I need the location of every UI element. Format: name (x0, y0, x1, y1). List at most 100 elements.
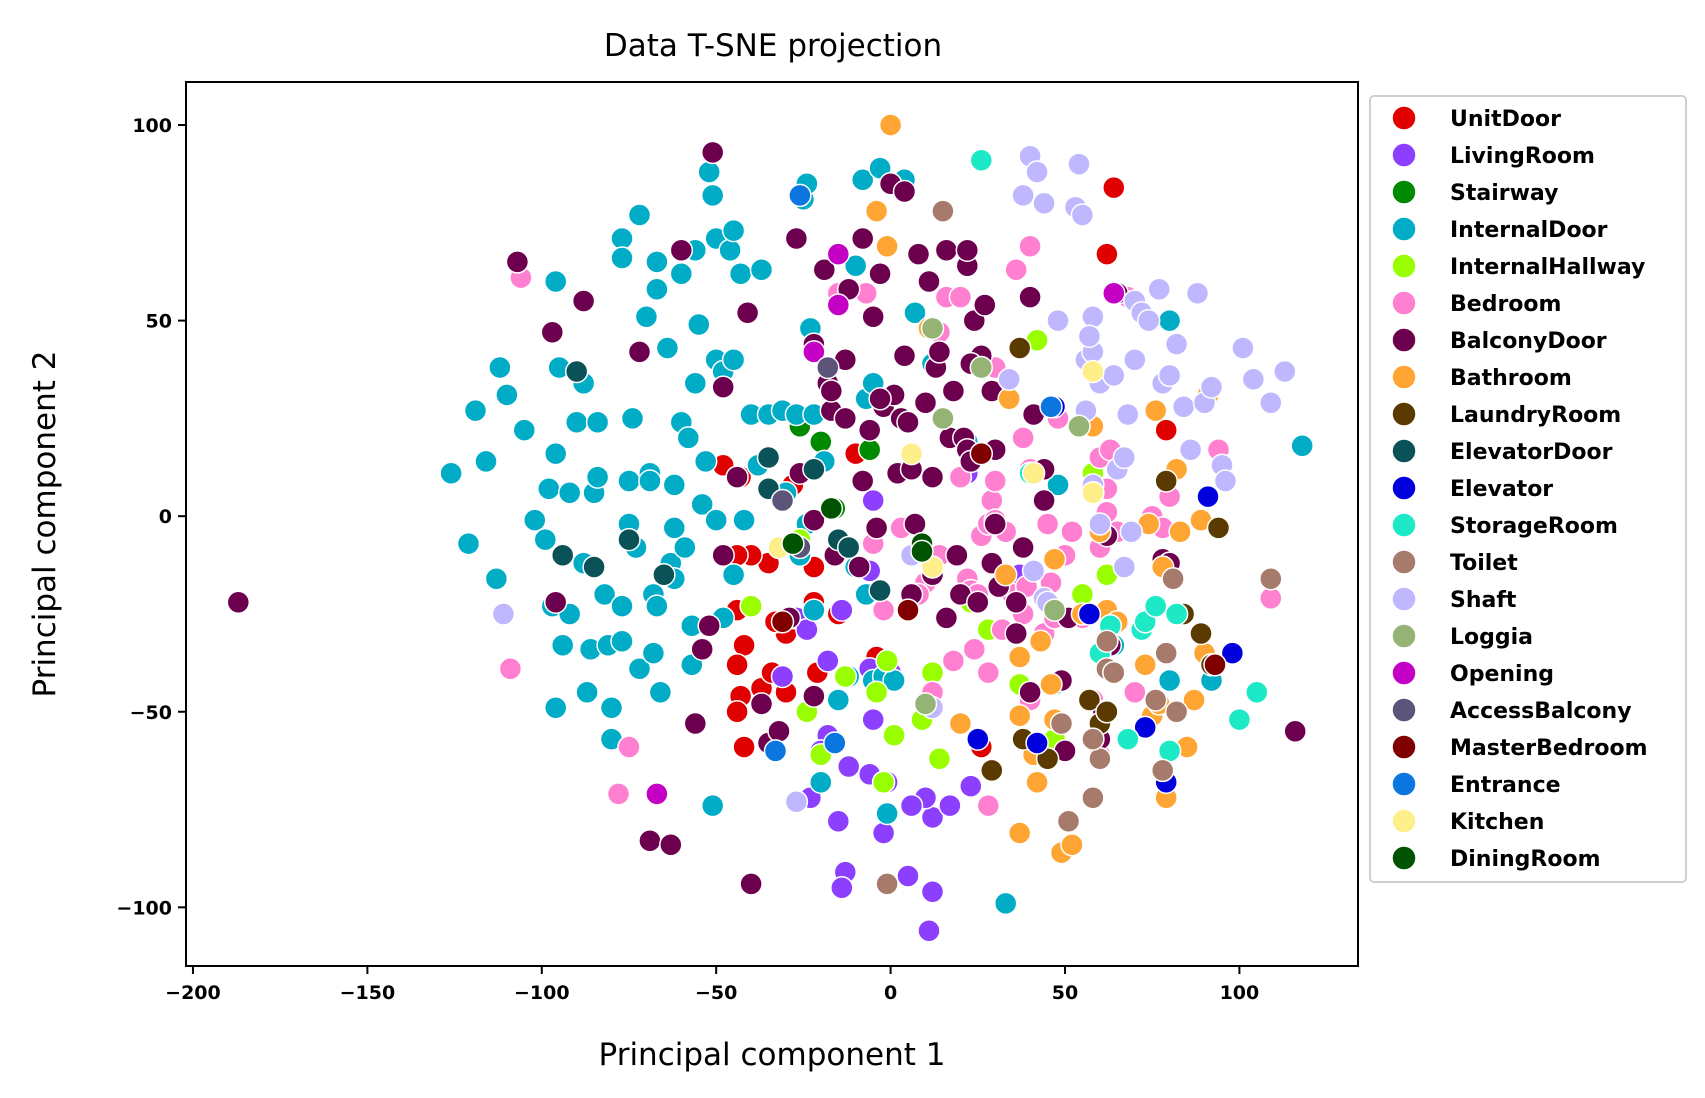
point-elevator-5 (1025, 731, 1049, 755)
point-loggia-1 (931, 406, 955, 431)
point-shaft-38 (1231, 336, 1255, 360)
point-shaft-8 (1032, 191, 1056, 216)
point-balconydoor-99 (850, 469, 875, 493)
point-opening-4 (1102, 281, 1126, 305)
point-masterbedroom-3 (896, 598, 920, 622)
point-internaldoor-2 (474, 449, 498, 474)
x-tick-label: −100 (514, 982, 570, 1004)
point-balconydoor-93 (711, 543, 735, 568)
point-balconydoor-29 (833, 406, 858, 431)
point-bathroom-9 (1007, 821, 1032, 845)
point-storageroom-9 (1245, 680, 1269, 704)
point-shaft-40 (1259, 390, 1283, 415)
point-toilet-8 (1102, 660, 1126, 685)
legend-label-accessbalcony: AccessBalcony (1450, 699, 1632, 724)
point-internaldoor-39 (627, 656, 652, 681)
point-bathroom-16 (1060, 832, 1084, 857)
point-internaldoor-30 (599, 696, 624, 720)
point-balconydoor-2 (540, 320, 565, 345)
point-loggia-2 (969, 355, 994, 380)
y-axis: −100 −50 0 50 100 (116, 115, 186, 919)
legend-marker-entrance (1391, 771, 1417, 797)
point-shaft-33 (1185, 281, 1210, 305)
point-toilet-10 (1150, 758, 1175, 783)
point-internaldoor-112 (1046, 473, 1070, 497)
point-internaldoor-8 (523, 508, 547, 532)
point-laundryroom-4 (1077, 688, 1102, 712)
legend-marker-unitdoor (1391, 105, 1417, 131)
point-internaldoor-33 (610, 246, 634, 270)
point-elevatordoor-3 (617, 527, 641, 552)
point-internaldoor-89 (802, 598, 826, 622)
point-balconydoor-35 (868, 261, 892, 286)
point-internalhallway-7 (882, 723, 906, 747)
y-tick-label: 0 (159, 506, 172, 528)
point-elevator-1 (1133, 715, 1157, 740)
point-toilet-11 (1154, 641, 1178, 665)
point-elevatordoor-1 (564, 359, 589, 384)
point-balconydoor-15 (749, 692, 774, 716)
point-elevator-4 (1220, 641, 1245, 665)
point-balconydoor-48 (917, 269, 941, 294)
point-shaft-41 (1273, 359, 1297, 384)
point-internaldoor-31 (610, 629, 634, 654)
point-stairway-0 (809, 430, 833, 454)
point-diningroom-1 (819, 496, 844, 521)
point-balconydoor-12 (725, 465, 749, 489)
point-bedroom-30 (1018, 234, 1042, 259)
point-balconydoor-90 (1283, 719, 1307, 744)
point-internaldoor-16 (543, 696, 568, 720)
point-opening-1 (826, 293, 851, 317)
point-internaldoor-103 (875, 801, 899, 826)
point-internaldoor-26 (585, 465, 610, 489)
point-internaldoor-7 (512, 418, 537, 442)
legend-marker-internalhallway (1391, 253, 1417, 279)
point-balconydoor-19 (784, 226, 809, 251)
legend-marker-shaft (1391, 586, 1417, 612)
legend-marker-bedroom (1391, 290, 1417, 316)
point-internaldoor-73 (721, 563, 746, 587)
point-balconydoor-17 (767, 719, 791, 744)
point-elevator-0 (1077, 602, 1102, 626)
point-bathroom-0 (878, 113, 903, 137)
legend-label-elevatordoor: ElevatorDoor (1450, 440, 1613, 465)
legend-marker-loggia (1391, 623, 1417, 649)
point-bathroom-24 (1143, 398, 1168, 423)
point-opening-2 (645, 782, 669, 806)
point-balconydoor-70 (983, 512, 1007, 536)
point-balconydoor-22 (802, 684, 826, 708)
point-laundryroom-6 (1154, 469, 1178, 493)
point-shaft-31 (1171, 394, 1196, 419)
legend-label-loggia: Loggia (1450, 625, 1533, 650)
x-tick-label: 0 (884, 982, 897, 1004)
point-internaldoor-61 (690, 492, 714, 517)
point-toilet-15 (1081, 727, 1105, 751)
point-balconydoor-1 (505, 250, 530, 274)
point-livingroom-18 (959, 774, 983, 798)
point-bedroom-1 (498, 656, 523, 681)
point-internaldoor-96 (850, 168, 875, 192)
point-stairway-3 (857, 437, 882, 462)
legend-marker-diningroom (1391, 845, 1417, 871)
point-internaldoor-51 (662, 516, 687, 540)
point-balconydoor-65 (966, 590, 990, 614)
point-bathroom-4 (948, 711, 973, 736)
point-balconydoor-46 (906, 242, 931, 266)
point-shaft-26 (1136, 308, 1161, 333)
point-livingroom-9 (830, 876, 854, 900)
x-axis-title: Principal component 1 (599, 1037, 946, 1073)
point-bathroom-1 (864, 199, 889, 223)
point-internaldoor-55 (676, 426, 701, 450)
point-laundryroom-0 (1007, 336, 1032, 360)
point-diningroom-0 (781, 531, 805, 556)
point-shaft-37 (1213, 469, 1238, 493)
point-internaldoor-118 (617, 469, 641, 493)
point-internaldoor-63 (697, 160, 721, 184)
point-storageroom-8 (1227, 707, 1252, 732)
point-bedroom-25 (1004, 258, 1028, 282)
point-masterbedroom-1 (1203, 653, 1227, 677)
point-internaldoor-5 (495, 383, 519, 407)
legend-marker-balconydoor (1391, 327, 1417, 353)
point-shaft-9 (1046, 308, 1070, 333)
